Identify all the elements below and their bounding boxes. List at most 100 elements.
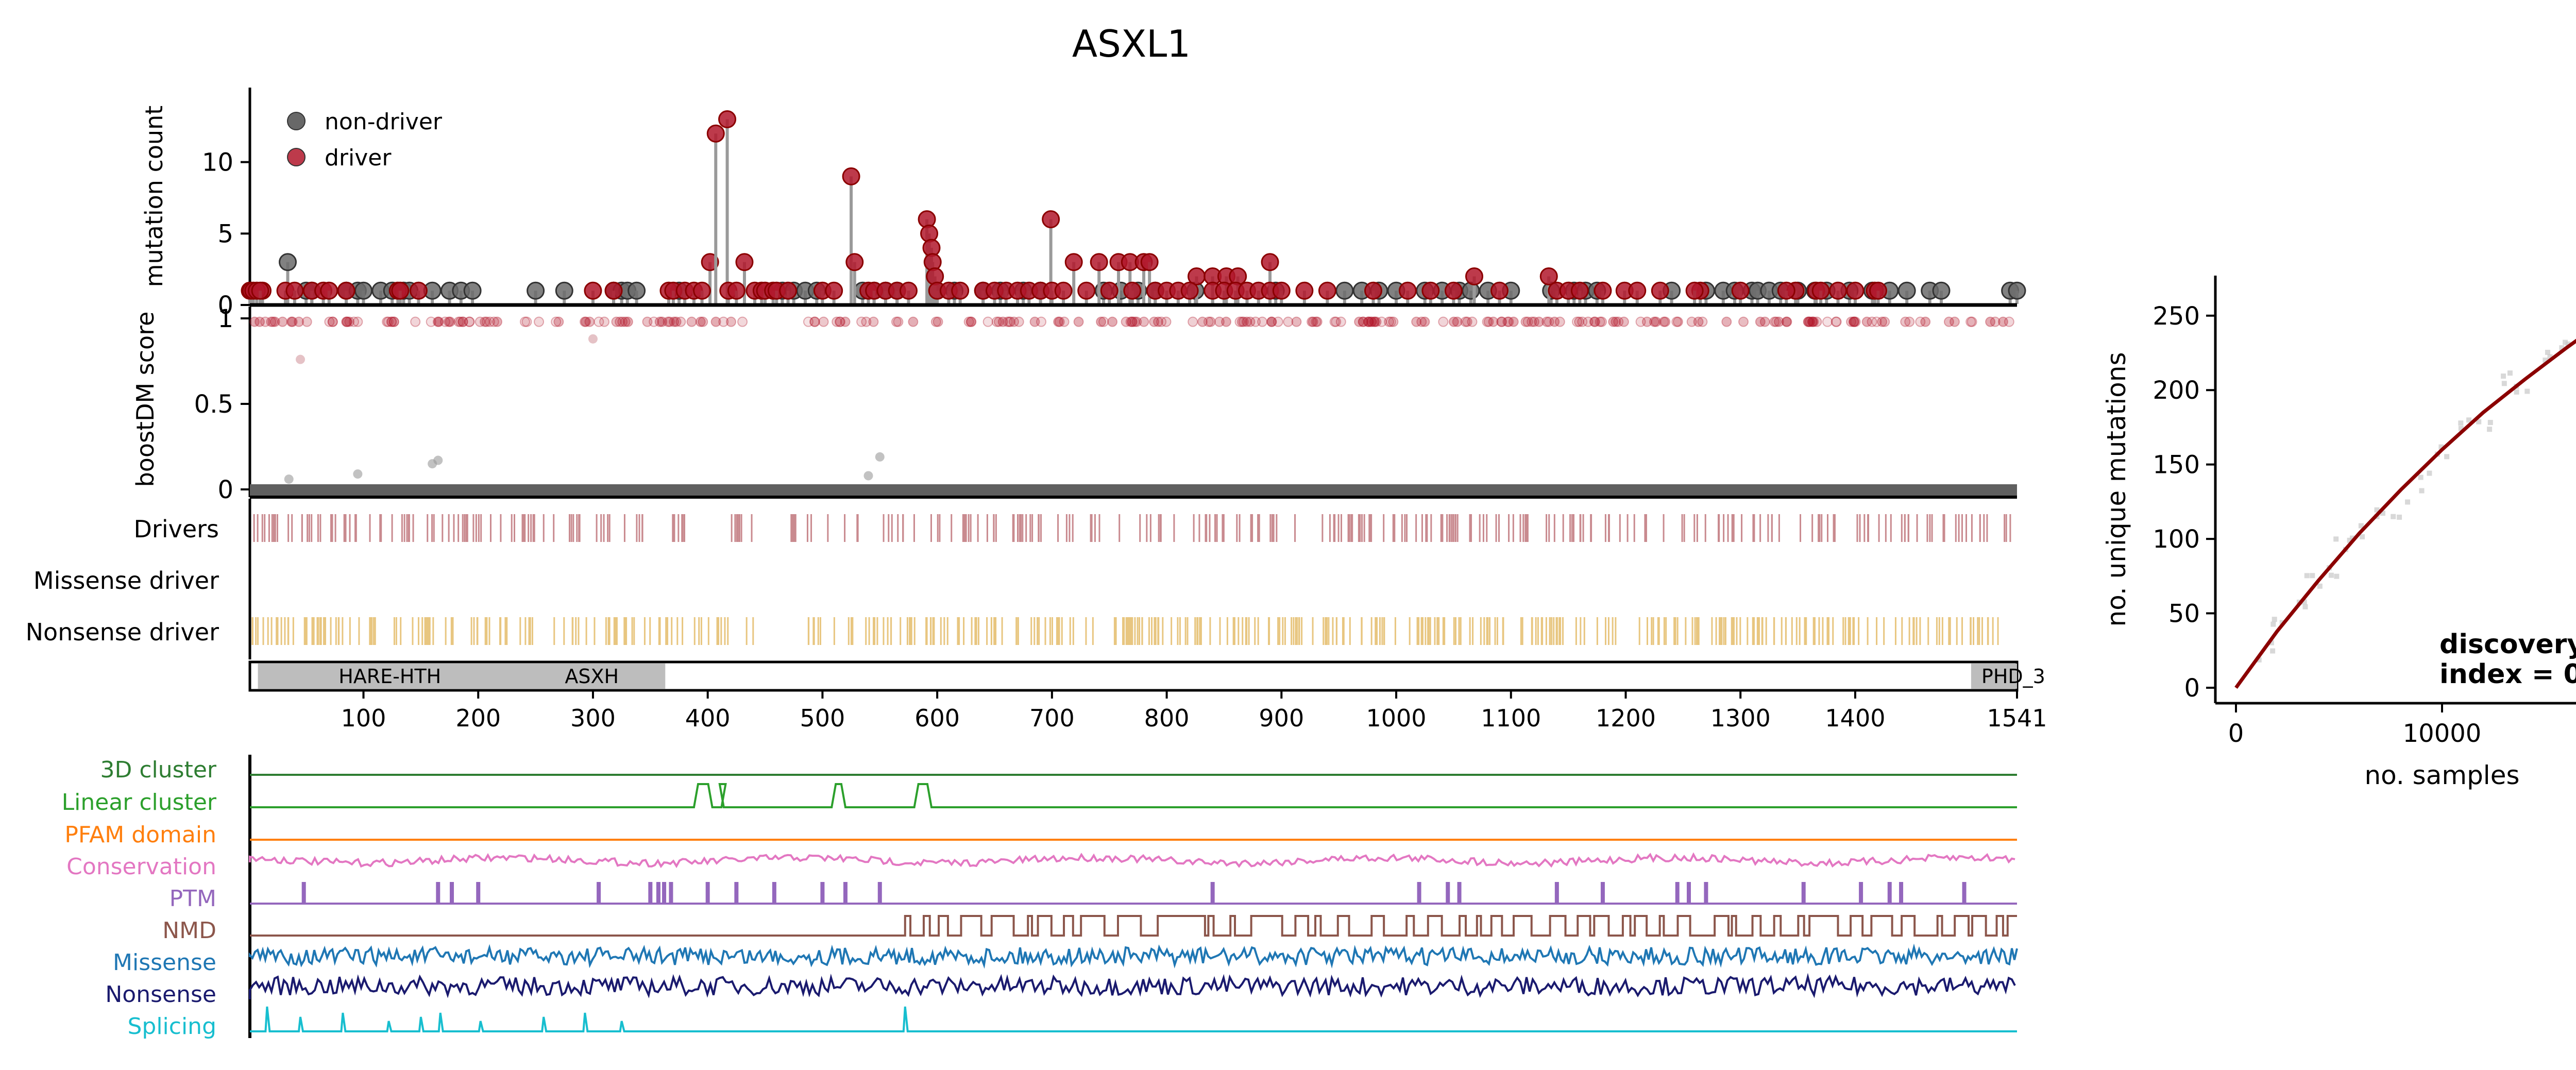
x-tick-label: 700 xyxy=(1029,704,1075,732)
y-axis-label: boostDM score xyxy=(131,312,159,487)
score-point-driver xyxy=(344,316,355,327)
y-tick-label: 0.5 xyxy=(194,390,233,419)
legend-label: non-driver xyxy=(325,109,443,135)
score-point-driver xyxy=(1503,316,1514,327)
score-point-driver xyxy=(1949,316,1960,327)
score-point-driver xyxy=(342,316,353,327)
score-point-driver xyxy=(1358,316,1369,327)
score-point-driver xyxy=(1508,316,1519,327)
score-band-nondriver xyxy=(250,484,2017,497)
y-axis-label: mutation count xyxy=(140,106,168,287)
score-point-driver xyxy=(1900,316,1911,327)
score-point-driver xyxy=(1438,316,1449,327)
domain-label: ASXH xyxy=(565,665,619,688)
score-point-driver xyxy=(1769,316,1780,327)
score-point-driver xyxy=(553,316,564,327)
score-point-driver xyxy=(1257,316,1268,327)
score-point-driver xyxy=(1781,316,1792,327)
score-point-driver xyxy=(1004,316,1014,327)
score-point-driver xyxy=(1861,316,1872,327)
score-point-driver xyxy=(388,316,399,327)
score-point-driver xyxy=(868,316,879,327)
lollipop-head xyxy=(1421,281,1440,300)
score-point-driver xyxy=(993,316,1004,327)
score-point-driver xyxy=(1807,316,1818,327)
score-point-driver xyxy=(1188,316,1198,327)
score-point-driver xyxy=(1811,316,1822,327)
score-point-driver xyxy=(617,316,628,327)
score-point-driver xyxy=(1013,316,1024,327)
track-label: 3D cluster xyxy=(100,757,217,783)
discovery-point xyxy=(2328,572,2334,578)
score-point-driver xyxy=(534,316,545,327)
score-point-driver xyxy=(1846,316,1857,327)
score-point-driver xyxy=(286,316,297,327)
score-point-driver xyxy=(1214,316,1225,327)
discovery-point xyxy=(2270,621,2276,627)
score-point-driver xyxy=(1738,316,1749,327)
discovery-point xyxy=(2358,523,2364,529)
track-label: Nonsense xyxy=(105,981,216,1008)
lollipop-head xyxy=(1628,281,1647,300)
score-point-driver xyxy=(1388,316,1399,327)
discovery-point xyxy=(2397,514,2402,520)
score-point-driver xyxy=(1803,316,1814,327)
score-point-driver xyxy=(1527,316,1537,327)
score-point-driver xyxy=(277,316,288,327)
score-point-driver xyxy=(1488,316,1499,327)
score-point-driver xyxy=(818,316,829,327)
score-point-driver xyxy=(1618,316,1629,327)
score-point-driver xyxy=(1595,316,1605,327)
score-point-driver xyxy=(1364,316,1375,327)
score-point-driver xyxy=(1611,316,1621,327)
score-point-driver xyxy=(1358,316,1368,327)
lollipop-head xyxy=(718,110,737,128)
lollipop-head xyxy=(1897,281,1916,300)
score-point-driver xyxy=(1803,316,1814,327)
discovery-annotation: index = 0.41 xyxy=(2439,659,2576,690)
boostdm-panel: 0 0.5 1 boostDM score xyxy=(131,304,2017,504)
score-point-driver xyxy=(1651,316,1662,327)
score-point-driver xyxy=(710,316,721,327)
score-point-driver xyxy=(1059,316,1070,327)
score-point-driver xyxy=(1153,316,1163,327)
score-point-driver xyxy=(492,316,503,327)
lollipop-head xyxy=(1090,253,1108,271)
score-point-driver xyxy=(1804,316,1815,327)
score-point-driver xyxy=(1904,316,1915,327)
discovery-point xyxy=(2487,427,2493,432)
y-tick-label: 150 xyxy=(2153,451,2200,480)
score-point-driver xyxy=(1549,316,1560,327)
score-point-driver xyxy=(1291,316,1302,327)
discovery-point xyxy=(2543,358,2548,363)
lollipop-head xyxy=(1180,281,1199,300)
score-point-driver xyxy=(388,316,399,327)
score-point-driver xyxy=(1915,316,1926,327)
score-point-driver xyxy=(737,316,748,327)
score-point-driver xyxy=(439,316,450,327)
score-point-driver xyxy=(965,316,976,327)
score-point-driver xyxy=(1245,316,1256,327)
score-point-driver xyxy=(1121,316,1131,327)
discovery-point xyxy=(2438,444,2444,450)
discovery-point xyxy=(2301,599,2307,605)
lollipop-head xyxy=(251,281,269,300)
discovery-panel: 05010015020025001000020000no. samplesno.… xyxy=(2102,276,2576,790)
x-tick-label: 800 xyxy=(1144,704,1190,732)
score-point-driver xyxy=(1335,316,1346,327)
discovery-point xyxy=(2501,373,2506,379)
score-point-driver xyxy=(1807,316,1818,327)
score-point-driver xyxy=(982,316,993,327)
score-point-driver xyxy=(1990,316,2001,327)
lollipop-head xyxy=(2008,281,2026,300)
score-point-driver xyxy=(664,316,675,327)
x-tick-label: 1400 xyxy=(1825,704,1885,732)
discovery-point xyxy=(2524,388,2530,394)
y-tick-label: 0 xyxy=(217,475,233,504)
discovery-annotation: discovery xyxy=(2439,629,2576,660)
score-point-driver xyxy=(1371,316,1382,327)
score-point-driver xyxy=(352,316,363,327)
score-point-driver xyxy=(1073,316,1084,327)
score-point xyxy=(588,334,598,344)
score-point-driver xyxy=(1354,316,1365,327)
